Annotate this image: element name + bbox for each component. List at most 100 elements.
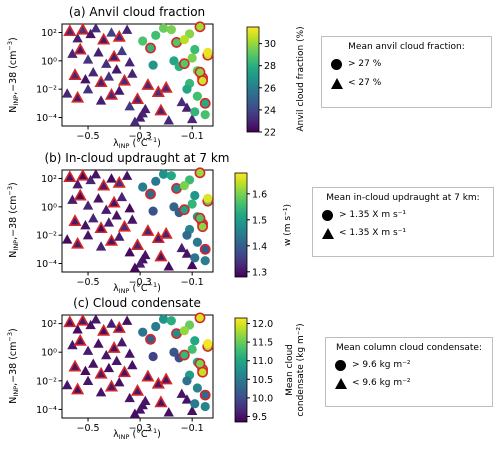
data-point-triangle <box>140 103 151 114</box>
data-point-triangle <box>82 345 94 355</box>
data-point-circle <box>178 349 190 361</box>
x-tick-label: −0.3 <box>129 277 152 288</box>
data-point-circle <box>192 383 202 393</box>
legend-c-title: Mean column cloud condensate: <box>335 343 483 353</box>
data-point-triangle <box>141 224 155 236</box>
data-point-circle <box>148 60 158 70</box>
colorbar-tick-label: 12.0 <box>252 319 273 330</box>
data-point-triangle <box>85 28 96 39</box>
data-point-triangle <box>94 366 108 379</box>
y-tick-label: 10⁰ <box>41 348 57 359</box>
data-point-circle <box>182 84 192 94</box>
data-point-triangle <box>76 168 90 181</box>
data-point-triangle <box>82 375 94 385</box>
data-point-triangle <box>116 191 128 202</box>
data-point-circle <box>190 44 200 55</box>
colorbar-tick-label: 1.5 <box>252 215 267 226</box>
data-point-circle <box>182 230 192 240</box>
data-point-triangle <box>117 365 132 378</box>
legend-b-title: Mean in-cloud updraught at 7 km: <box>326 193 480 203</box>
data-point-triangle <box>111 210 122 220</box>
data-point-triangle <box>127 359 138 370</box>
data-point-triangle <box>111 64 122 74</box>
data-point-triangle <box>159 226 173 239</box>
data-point-triangle <box>181 394 193 404</box>
data-point-triangle <box>134 404 146 414</box>
colorbar-tick-label: 11.5 <box>252 338 273 349</box>
data-point-triangle <box>130 383 145 396</box>
data-point-triangle <box>116 336 128 347</box>
panel-a: (a) Anvil cloud fraction −0.5 −0.3 −0.1 10… <box>6 5 306 150</box>
legend-c-circle-marker <box>335 360 346 371</box>
data-point-circle <box>199 243 211 255</box>
plot-frame <box>61 169 214 273</box>
data-point-triangle <box>97 323 111 336</box>
x-tick-label: −0.5 <box>76 131 99 142</box>
y-tick-label: 10⁻⁴ <box>36 405 57 416</box>
data-point-circle <box>187 53 197 63</box>
data-point-triangle <box>124 100 135 111</box>
data-point-triangle <box>82 54 94 64</box>
data-point-triangle <box>72 324 83 334</box>
data-point-triangle <box>121 24 133 34</box>
colorbar-tick-label: 24 <box>264 105 276 116</box>
data-point-triangle <box>76 22 90 35</box>
plot-frame <box>61 23 214 127</box>
data-point-circle <box>197 366 208 378</box>
data-point-triangle <box>63 24 77 37</box>
panel-b-colorbar-label: w (m s⁻¹) <box>283 204 293 246</box>
legend-b-triangle-label: < 1.35 X m s⁻¹ <box>339 228 407 238</box>
data-point-triangle <box>117 219 132 232</box>
data-point-circle <box>190 253 200 263</box>
data-point-triangle <box>134 258 146 268</box>
data-point-triangle <box>104 87 119 100</box>
data-point-circle <box>203 193 213 203</box>
panel-b-xlabel: λINP (°C−1) <box>113 281 161 295</box>
data-point-circle <box>192 237 202 247</box>
colorbar-tick-label: 30 <box>264 39 276 50</box>
data-point-circle <box>145 42 156 54</box>
data-point-triangle <box>63 170 77 183</box>
y-tick-label: 10⁰ <box>41 202 57 213</box>
colorbar-tick-label: 9.5 <box>252 412 267 423</box>
data-point-circle <box>190 107 200 117</box>
x-tick-label: −0.1 <box>181 277 204 288</box>
data-point-triangle <box>97 178 111 191</box>
x-tick-label: −0.3 <box>129 423 152 434</box>
panel-b-ylabel: NINP,−38 (cm−3) <box>6 182 20 257</box>
data-point-circle <box>145 333 156 345</box>
data-point-circle <box>158 314 169 324</box>
data-point-circle <box>145 188 156 200</box>
data-point-triangle <box>124 246 135 257</box>
data-point-triangle <box>95 387 107 397</box>
data-point-circle <box>151 321 161 332</box>
data-point-triangle <box>176 96 187 107</box>
data-point-circle <box>151 176 161 186</box>
panel-a-x-axis: −0.5 −0.3 −0.1 <box>76 126 204 142</box>
plot-frame <box>61 314 214 419</box>
y-tick-label: 10⁻² <box>36 231 57 242</box>
data-point-triangle <box>124 392 135 403</box>
data-point-circle <box>192 91 202 101</box>
data-point-triangle <box>95 241 107 251</box>
data-point-triangle <box>63 315 77 328</box>
data-point-circle <box>200 110 210 120</box>
panel-a-title: (a) Anvil cloud fraction <box>69 5 205 19</box>
panel-c-plot-area <box>61 312 214 419</box>
data-point-triangle <box>67 194 78 204</box>
legend-a-triangle-label: < 27 % <box>348 78 382 88</box>
data-point-triangle <box>101 204 112 214</box>
data-point-triangle <box>130 92 145 105</box>
data-point-circle <box>138 327 148 337</box>
data-point-triangle <box>106 27 117 37</box>
panel-c: (c) Cloud condensate −0.5 −0.3 −0.1 10² 10⁰… <box>6 296 306 441</box>
data-point-circle <box>179 326 189 336</box>
panel-c-colorbar-label-line1: Mean cloud <box>285 344 295 396</box>
data-point-triangle <box>71 236 85 249</box>
panel-c-colorbar: 9.5 10.0 10.5 11.0 11.5 12.0 <box>234 317 273 423</box>
data-point-circle <box>197 75 208 87</box>
data-point-triangle <box>90 23 102 33</box>
colorbar-tick-label: 1.4 <box>252 241 267 252</box>
panel-a-colorbar: 22 24 26 28 30 <box>246 26 276 139</box>
